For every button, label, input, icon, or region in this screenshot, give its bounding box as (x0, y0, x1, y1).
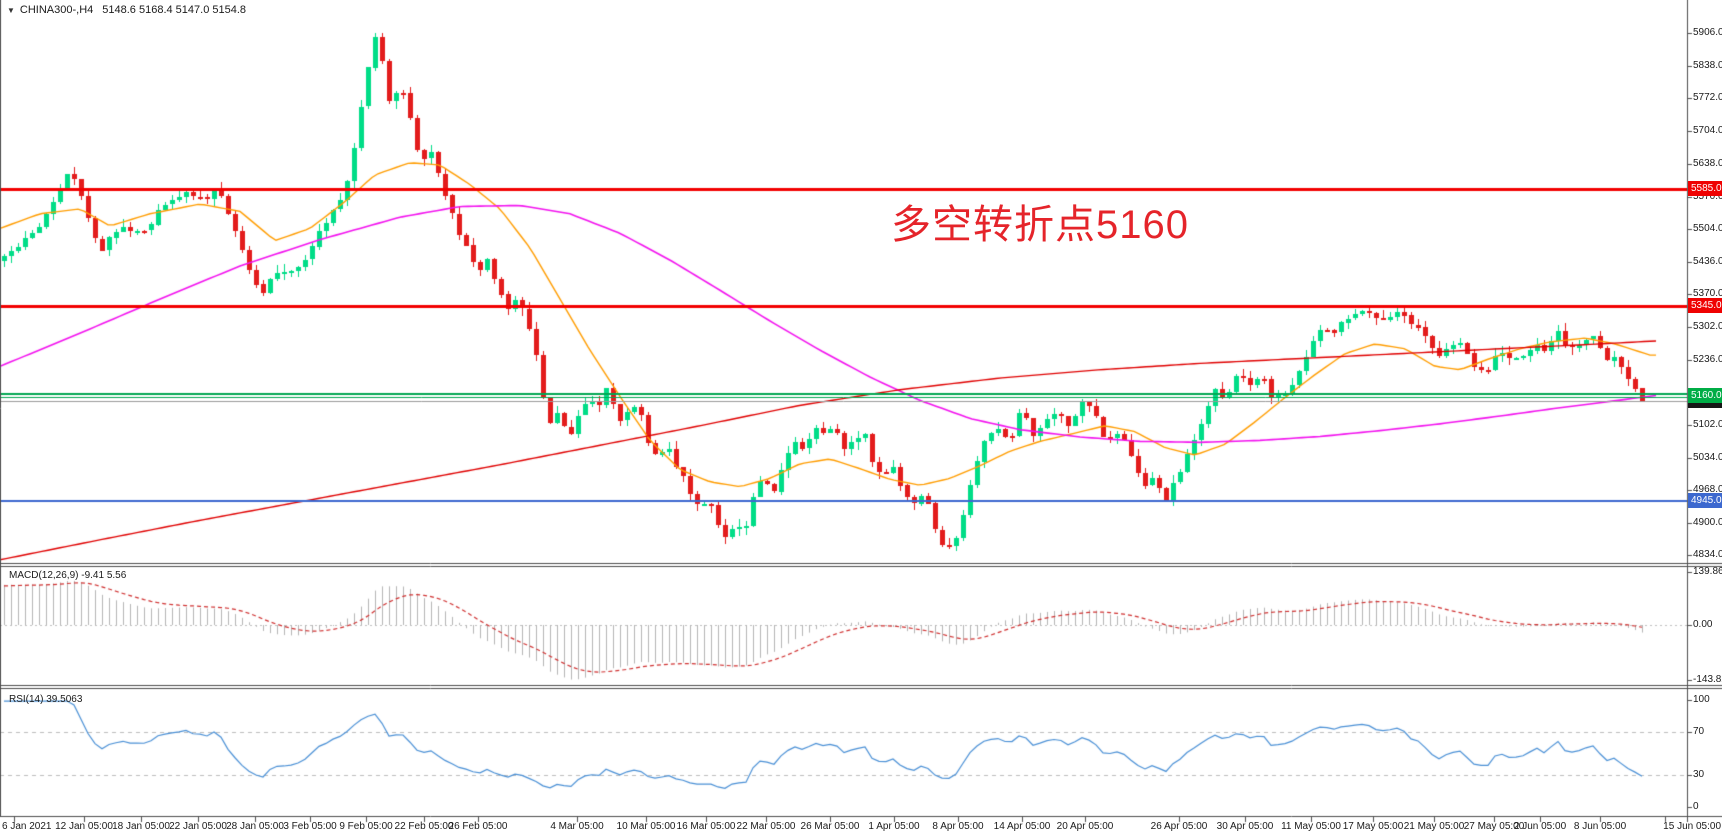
time-tick-label: 16 Mar 05:00 (676, 821, 736, 832)
symbol-header: ▼ CHINA300-,H4 5148.6 5168.4 5147.0 5154… (7, 4, 246, 16)
time-tick-label: 8 Jun 05:00 (1573, 821, 1627, 832)
price-tick-label: 5906.0 (1693, 26, 1722, 38)
price-tick-label: 5436.0 (1693, 256, 1722, 268)
price-tick-label: 5102.0 (1693, 418, 1722, 430)
time-tick-label: 9 Feb 05:00 (339, 821, 393, 832)
time-tick-label: 3 Feb 05:00 (283, 821, 337, 832)
time-tick-label: 27 May 05:00 (1463, 821, 1525, 832)
time-tick-label: 28 Jan 05:00 (226, 821, 284, 832)
price-tick-label: 4968.0 (1693, 484, 1722, 496)
time-tick-label: 11 May 05:00 (1281, 821, 1341, 832)
time-tick-label: 21 May 05:00 (1403, 821, 1465, 832)
time-tick-label: 18 Jan 05:00 (112, 821, 170, 832)
time-tick-label: 17 May 05:00 (1342, 821, 1404, 832)
price-flag-4945-0: 4945.0 (1688, 493, 1722, 509)
price-tick-label: 5370.0 (1693, 288, 1722, 300)
rsi-tick-label: 30 (1693, 768, 1705, 780)
time-tick-label: 26 Feb 05:00 (448, 821, 508, 832)
time-tick-label: 20 Apr 05:00 (1056, 821, 1114, 832)
price-tick-label: 5034.0 (1693, 451, 1722, 463)
rsi-tick-label: 0 (1693, 801, 1699, 812)
price-tick-label: 4834.0 (1693, 549, 1722, 561)
price-tick-label: 5504.0 (1693, 222, 1722, 234)
price-tick-label: 5838.0 (1693, 60, 1722, 72)
macd-indicator-label: MACD(12,26,9) -9.41 5.56 (9, 570, 127, 581)
time-tick-label: 4 Mar 05:00 (550, 821, 604, 832)
time-tick-label: 26 Apr 05:00 (1150, 821, 1208, 832)
time-tick-label: 12 Jan 05:00 (55, 821, 113, 832)
price-tick-label: 5638.0 (1693, 157, 1722, 169)
time-tick-label: 1 Apr 05:00 (868, 821, 920, 832)
rsi-tick-label: 100 (1693, 694, 1710, 705)
triangle-down-icon[interactable]: ▼ (7, 5, 15, 15)
time-tick-label: 26 Mar 05:00 (800, 821, 860, 832)
time-tick-label: 2 Jun 05:00 (1513, 821, 1567, 832)
time-tick-label: 22 Mar 05:00 (736, 821, 796, 832)
price-tick-label: 5302.0 (1693, 321, 1722, 333)
price-tick-label: 5772.0 (1693, 92, 1722, 104)
time-tick-label: 10 Mar 05:00 (616, 821, 676, 832)
macd-tick-label: 0.00 (1693, 619, 1713, 630)
rsi-indicator-label: RSI(14) 39.5063 (9, 694, 83, 705)
price-tick-label: 5704.0 (1693, 125, 1722, 137)
time-tick-label: 14 Apr 05:00 (993, 821, 1051, 832)
time-tick-label: 6 Jan 2021 (2, 821, 52, 832)
time-tick-label: 15 Jun 05:00 (1663, 821, 1721, 832)
macd-tick-label: 139.86 (1693, 565, 1722, 577)
symbol-period-label: CHINA300-,H4 (19, 4, 94, 16)
rsi-tick-label: 70 (1693, 726, 1705, 738)
price-tick-label: 5236.0 (1693, 353, 1722, 365)
ohlc-values: 5148.6 5168.4 5147.0 5154.8 (102, 4, 247, 16)
time-tick-label: 22 Jan 05:00 (169, 821, 227, 832)
price-flag-5160-0: 5160.0 (1688, 388, 1722, 404)
time-tick-label: 22 Feb 05:00 (394, 821, 454, 832)
price-flag-5345-0: 5345.0 (1688, 298, 1722, 314)
macd-tick-label: -143.82 (1693, 673, 1722, 685)
time-tick-label: 30 Apr 05:00 (1216, 821, 1274, 832)
price-tick-label: 4900.0 (1693, 517, 1722, 529)
time-tick-label: 8 Apr 05:00 (932, 821, 984, 832)
price-flag-5585-0: 5585.0 (1688, 181, 1722, 197)
chart-annotation-text[interactable]: 多空转折点5160 (891, 203, 1189, 247)
